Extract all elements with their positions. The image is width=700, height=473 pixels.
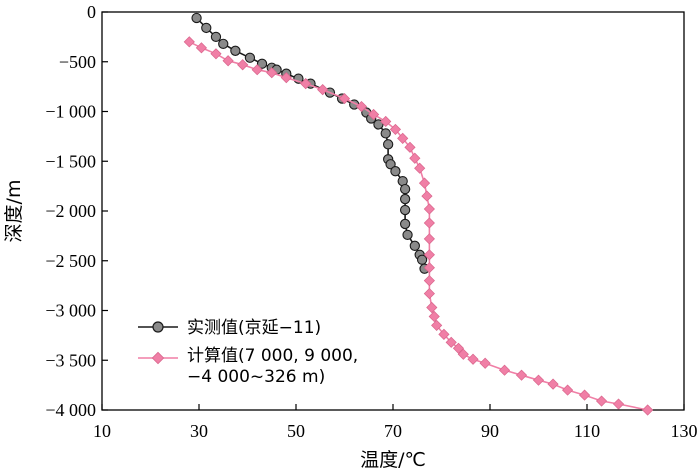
data-point bbox=[256, 58, 268, 69]
y-axis: 0 −500 −1 000 −1 500 −2 000 −2 500 −3 000 −3 50… bbox=[45, 2, 108, 420]
series-measured bbox=[191, 12, 430, 274]
data-point bbox=[612, 398, 625, 410]
data-point bbox=[467, 353, 479, 365]
data-point bbox=[642, 404, 654, 416]
series-line bbox=[188, 41, 648, 411]
data-point bbox=[368, 108, 380, 121]
data-point bbox=[218, 38, 229, 49]
data-point bbox=[210, 31, 222, 43]
data-point bbox=[423, 275, 435, 287]
data-point bbox=[402, 229, 413, 241]
y-tick-label: −3 000 bbox=[45, 301, 96, 321]
x-tick-label: 110 bbox=[574, 421, 600, 441]
y-tick-label: 0 bbox=[87, 2, 96, 22]
y-tick-label: −1 000 bbox=[45, 102, 96, 122]
data-point bbox=[251, 64, 263, 76]
x-tick-label: 50 bbox=[287, 421, 305, 441]
data-point bbox=[397, 132, 409, 144]
data-point bbox=[195, 42, 208, 54]
data-point bbox=[317, 84, 329, 96]
data-point bbox=[426, 301, 438, 314]
data-point bbox=[380, 115, 392, 128]
series-layer bbox=[183, 12, 654, 416]
x-axis: 10 30 50 70 90 110 130 bbox=[93, 404, 698, 441]
data-point bbox=[438, 328, 450, 340]
data-point bbox=[409, 240, 420, 251]
data-point bbox=[399, 218, 411, 230]
data-point bbox=[428, 310, 440, 323]
legend-label-calculated-line2: −4 000~326 m) bbox=[187, 367, 325, 387]
x-axis-title: 温度/℃ bbox=[360, 449, 426, 471]
data-point bbox=[183, 36, 195, 48]
data-point bbox=[595, 395, 608, 407]
legend: 实测值(京延−11) 计算值(7 000, 9 000, −4 000~326 … bbox=[138, 318, 364, 387]
legend-label-calculated: 计算值(7 000, 9 000, −4 000~326 m) bbox=[187, 346, 364, 387]
data-point bbox=[201, 22, 212, 34]
legend-label-measured: 实测值(京延−11) bbox=[187, 318, 321, 338]
data-point bbox=[230, 45, 241, 56]
data-point bbox=[414, 162, 426, 174]
data-point bbox=[457, 348, 469, 360]
data-point bbox=[547, 378, 559, 390]
legend-marker-calculated bbox=[151, 351, 165, 365]
y-tick-label: −1 500 bbox=[45, 151, 96, 171]
data-point bbox=[409, 152, 421, 164]
series-calculated bbox=[183, 36, 654, 416]
y-tick-label: −2 000 bbox=[45, 201, 96, 221]
data-point bbox=[578, 389, 591, 401]
data-point bbox=[423, 233, 435, 245]
x-tick-label: 10 bbox=[93, 421, 111, 441]
data-point bbox=[244, 52, 256, 63]
x-tick-label: 30 bbox=[190, 421, 208, 441]
data-point bbox=[382, 139, 394, 150]
data-point bbox=[266, 67, 278, 79]
data-point bbox=[421, 190, 433, 202]
data-point bbox=[416, 254, 428, 265]
y-tick-label: −2 500 bbox=[45, 251, 96, 271]
data-point bbox=[399, 193, 411, 205]
data-point bbox=[562, 384, 574, 396]
x-tick-label: 70 bbox=[384, 421, 402, 441]
data-point bbox=[515, 369, 528, 381]
data-point bbox=[423, 287, 435, 300]
data-point bbox=[210, 48, 222, 60]
data-point bbox=[300, 78, 312, 90]
data-point bbox=[385, 159, 396, 170]
data-point bbox=[423, 262, 435, 274]
data-point bbox=[399, 204, 411, 216]
data-point bbox=[191, 12, 202, 24]
data-point bbox=[423, 249, 435, 261]
data-point bbox=[431, 319, 443, 332]
y-tick-label: −500 bbox=[59, 52, 96, 72]
data-point bbox=[532, 374, 545, 386]
x-tick-label: 90 bbox=[481, 421, 499, 441]
data-point bbox=[373, 119, 384, 130]
legend-label-calculated-line1: 计算值(7 000, 9 000, bbox=[187, 346, 358, 366]
data-point bbox=[498, 364, 511, 376]
data-point bbox=[389, 123, 402, 135]
data-point bbox=[280, 72, 292, 84]
data-point bbox=[445, 336, 457, 348]
data-point bbox=[338, 92, 351, 105]
data-point bbox=[237, 59, 249, 71]
y-tick-label: −3 500 bbox=[45, 350, 96, 370]
x-tick-label: 130 bbox=[671, 421, 698, 441]
data-point bbox=[452, 342, 465, 354]
data-point bbox=[423, 217, 435, 229]
data-point bbox=[380, 128, 391, 139]
y-axis-title: 深度/m bbox=[3, 180, 25, 243]
data-point bbox=[355, 100, 368, 113]
data-point bbox=[390, 166, 401, 177]
legend-marker-measured bbox=[152, 321, 164, 333]
data-point bbox=[418, 177, 431, 189]
data-point bbox=[404, 141, 416, 153]
data-point bbox=[479, 357, 491, 369]
data-point bbox=[423, 203, 435, 215]
y-tick-label: −4 000 bbox=[45, 400, 96, 420]
data-point bbox=[222, 55, 234, 67]
data-point bbox=[399, 183, 411, 195]
